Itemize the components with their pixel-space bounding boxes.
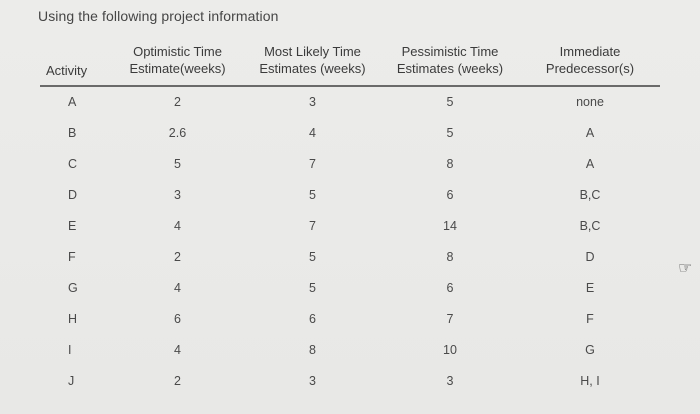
cell-most-likely: 3 bbox=[309, 373, 316, 388]
header-predecessor-line1: Immediate bbox=[559, 43, 621, 59]
cell-most-likely: 8 bbox=[309, 342, 316, 357]
cell-pessimistic: 5 bbox=[446, 125, 454, 140]
table-row: J 2 3 3 H, I bbox=[40, 365, 660, 396]
header-predecessor-line2: Predecessor(s) bbox=[545, 60, 635, 76]
cell-activity: B bbox=[68, 125, 77, 140]
cell-most-likely: 7 bbox=[309, 156, 316, 171]
cell-pessimistic: 7 bbox=[446, 311, 454, 326]
table-row: H 6 6 7 F bbox=[40, 303, 660, 334]
cell-most-likely: 6 bbox=[309, 311, 316, 326]
cell-predecessor: G bbox=[585, 342, 595, 357]
cell-pessimistic: 6 bbox=[446, 187, 454, 202]
cell-predecessor: B,C bbox=[579, 218, 601, 233]
cell-optimistic: 2.6 bbox=[168, 125, 187, 140]
cell-predecessor: F bbox=[586, 311, 594, 326]
header-predecessor: Immediate Predecessor(s) bbox=[520, 36, 660, 87]
table-row: E 4 7 14 B,C bbox=[40, 210, 660, 241]
cell-predecessor: B,C bbox=[579, 187, 601, 202]
cell-activity: C bbox=[68, 156, 78, 171]
cell-activity: I bbox=[68, 342, 72, 357]
cell-predecessor: A bbox=[585, 156, 595, 171]
cell-most-likely: 4 bbox=[309, 125, 316, 140]
cell-most-likely: 3 bbox=[309, 95, 316, 109]
cell-pessimistic: 6 bbox=[446, 280, 454, 295]
table-row: C 5 7 8 A bbox=[40, 148, 660, 179]
cell-pessimistic: 8 bbox=[446, 156, 454, 171]
header-optimistic-line1: Optimistic Time bbox=[133, 43, 222, 59]
cell-pessimistic: 3 bbox=[446, 373, 454, 388]
header-row: Activity Optimistic Time Estimate(weeks)… bbox=[40, 36, 660, 87]
cell-optimistic: 2 bbox=[174, 95, 181, 109]
cell-activity: F bbox=[68, 249, 76, 264]
cell-optimistic: 6 bbox=[174, 311, 181, 326]
intro-text: Using the following project information bbox=[38, 8, 279, 24]
cell-most-likely: 7 bbox=[309, 218, 316, 233]
header-pessimistic-line2: Estimates (weeks) bbox=[396, 60, 504, 76]
header-most-likely-line2: Estimates (weeks) bbox=[259, 60, 366, 76]
header-most-likely: Most Likely Time Estimates (weeks) bbox=[245, 36, 380, 87]
cell-optimistic: 5 bbox=[174, 156, 181, 171]
cell-optimistic: 3 bbox=[174, 187, 181, 202]
cell-pessimistic: 5 bbox=[446, 95, 454, 109]
project-table-container: Activity Optimistic Time Estimate(weeks)… bbox=[40, 36, 660, 406]
table-row: D 3 5 6 B,C bbox=[40, 179, 660, 210]
header-pessimistic: Pessimistic Time Estimates (weeks) bbox=[380, 36, 520, 87]
cell-pessimistic: 14 bbox=[443, 218, 457, 233]
cell-most-likely: 5 bbox=[309, 280, 316, 295]
cell-predecessor: A bbox=[585, 125, 595, 140]
header-activity-label: Activity bbox=[46, 63, 88, 78]
cell-activity: D bbox=[68, 187, 78, 202]
cell-activity: G bbox=[68, 280, 78, 295]
cell-optimistic: 4 bbox=[174, 280, 181, 295]
cell-activity: J bbox=[68, 373, 75, 388]
cell-most-likely: 5 bbox=[309, 187, 316, 202]
cell-predecessor: none bbox=[576, 95, 604, 109]
header-optimistic-line2: Estimate(weeks) bbox=[129, 60, 226, 76]
cell-activity: E bbox=[68, 218, 77, 233]
cell-optimistic: 2 bbox=[174, 373, 181, 388]
header-pessimistic-line1: Pessimistic Time bbox=[401, 43, 499, 59]
cell-predecessor: D bbox=[585, 249, 595, 264]
cell-activity: H bbox=[68, 311, 78, 326]
table-row: I 4 8 10 G bbox=[40, 334, 660, 365]
header-optimistic: Optimistic Time Estimate(weeks) bbox=[110, 36, 245, 87]
table-row: F 2 5 8 D bbox=[40, 241, 660, 272]
table-row: B 2.6 4 5 A bbox=[40, 117, 660, 148]
header-most-likely-line1: Most Likely Time bbox=[264, 43, 361, 59]
cell-predecessor: H, I bbox=[580, 373, 600, 388]
cell-pessimistic: 10 bbox=[443, 342, 457, 357]
table-row: A 2 3 5 none bbox=[40, 86, 660, 117]
cell-most-likely: 5 bbox=[309, 249, 316, 264]
table-row: G 4 5 6 E bbox=[40, 272, 660, 303]
cell-optimistic: 4 bbox=[174, 218, 181, 233]
cell-predecessor: E bbox=[585, 280, 595, 295]
project-table: Activity Optimistic Time Estimate(weeks)… bbox=[40, 36, 660, 396]
cell-activity: A bbox=[68, 95, 77, 109]
cell-optimistic: 4 bbox=[174, 342, 181, 357]
header-activity: Activity bbox=[40, 36, 110, 87]
cell-pessimistic: 8 bbox=[446, 249, 454, 264]
hand-cursor-icon: ☞ bbox=[678, 260, 693, 277]
cell-optimistic: 2 bbox=[174, 249, 181, 264]
